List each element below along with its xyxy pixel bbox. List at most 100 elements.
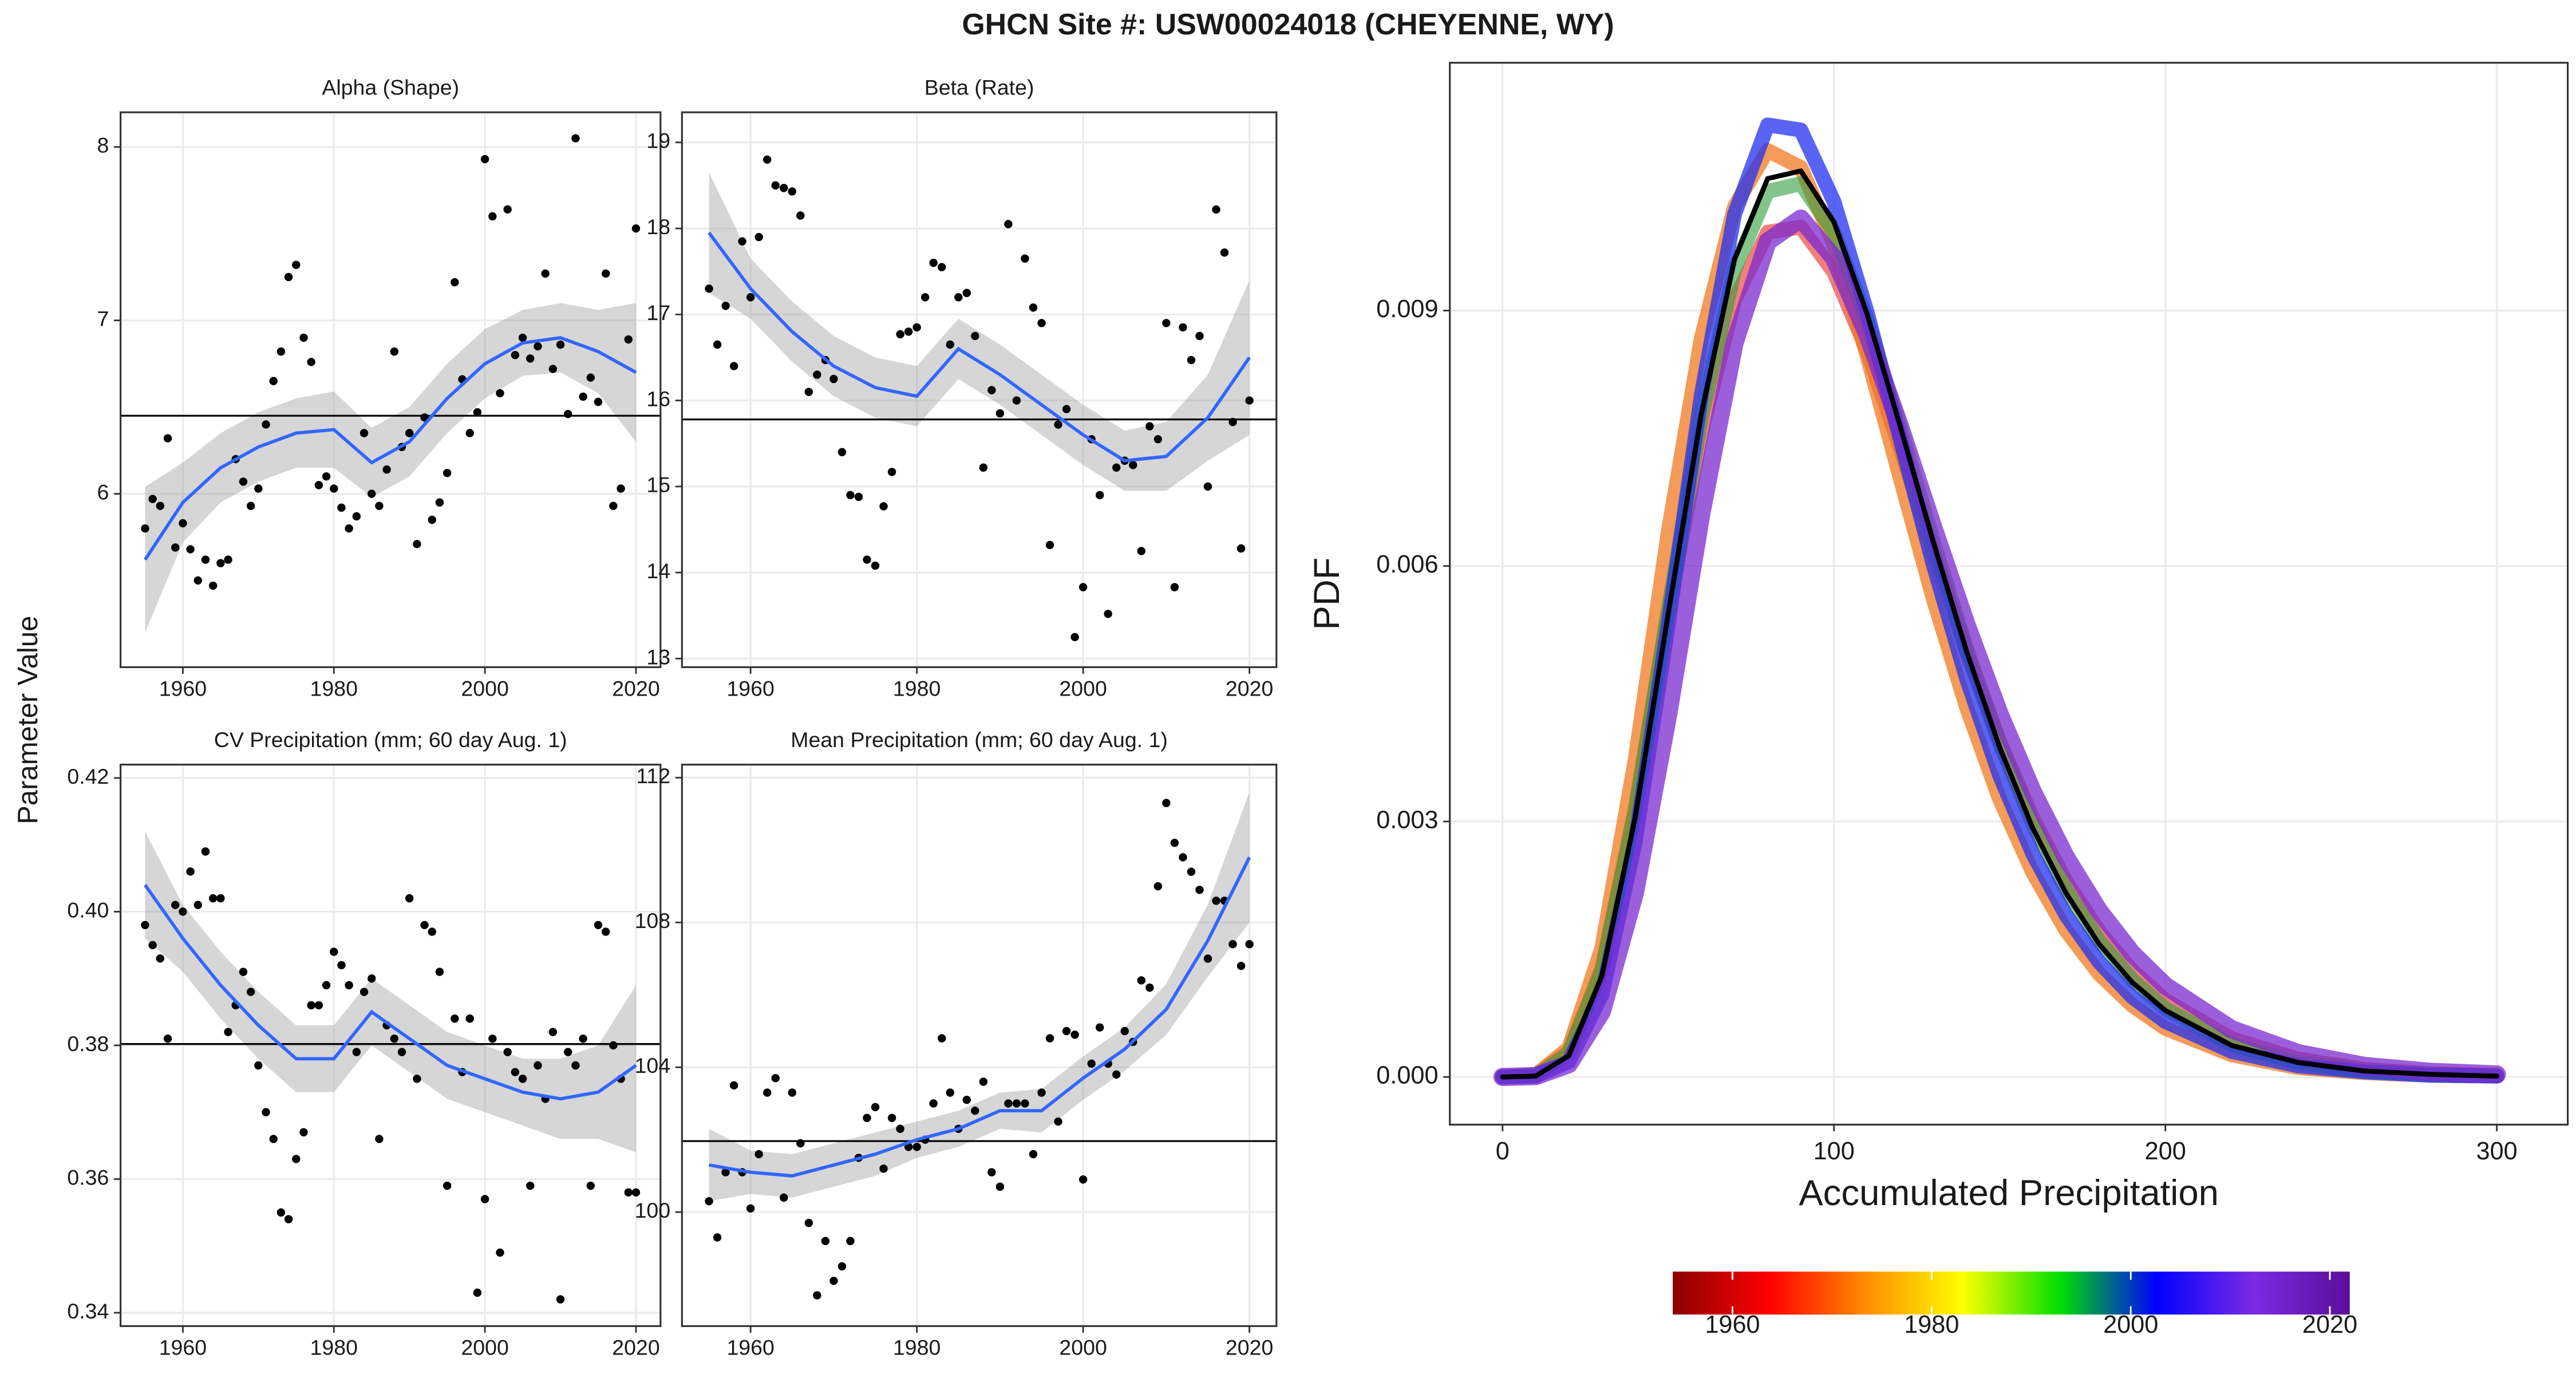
point: [796, 1139, 805, 1148]
x-tick-label: 200: [2145, 1138, 2186, 1165]
point: [571, 1061, 580, 1070]
point: [496, 389, 504, 398]
y-tick-label: 6: [97, 480, 109, 504]
point: [141, 921, 149, 930]
point: [1153, 882, 1163, 891]
point: [729, 362, 738, 370]
point: [920, 293, 930, 302]
point: [995, 1182, 1005, 1191]
confidence-band: [709, 172, 1250, 491]
point: [962, 1095, 971, 1104]
point: [413, 540, 421, 548]
point: [1012, 396, 1021, 405]
point: [299, 333, 308, 342]
point: [946, 340, 954, 349]
point: [987, 386, 996, 394]
point: [1228, 940, 1237, 949]
point: [473, 1288, 482, 1297]
point: [1095, 1023, 1104, 1032]
point: [1037, 319, 1046, 327]
point: [488, 212, 497, 221]
point: [846, 1237, 855, 1245]
x-tick-label: 2020: [612, 677, 659, 701]
point: [804, 388, 813, 396]
y-tick-label: 0.38: [67, 1032, 109, 1056]
smooth-line: [708, 231, 1251, 463]
smooth-line: [144, 884, 637, 1101]
colorbar-label: 2000: [2103, 1311, 2158, 1339]
y-tick-label: 15: [646, 473, 670, 497]
point: [1170, 583, 1179, 591]
point: [262, 1108, 270, 1116]
point: [601, 269, 610, 278]
point: [314, 1001, 323, 1010]
point: [556, 1295, 565, 1304]
point: [1145, 422, 1154, 431]
y-tick-label: 100: [635, 1198, 671, 1222]
y-tick-label: 7: [97, 307, 109, 331]
smooth-line: [709, 856, 1251, 1178]
x-tick-label: 1980: [893, 677, 941, 701]
point: [284, 273, 293, 282]
plot-background: [682, 112, 1277, 668]
point: [763, 155, 772, 164]
point: [863, 1114, 871, 1122]
point: [1087, 1059, 1096, 1068]
point: [171, 901, 180, 909]
point: [579, 392, 587, 401]
point: [971, 1106, 979, 1115]
figure-title: GHCN Site #: USW00024018 (CHEYENNE, WY): [962, 8, 1614, 41]
point: [518, 333, 527, 342]
point: [1070, 1030, 1079, 1039]
point: [713, 340, 722, 349]
point: [556, 340, 565, 349]
point: [705, 1197, 713, 1206]
y-tick-label: 0.003: [1376, 806, 1438, 834]
point: [314, 481, 323, 489]
point: [186, 545, 195, 554]
point: [307, 1001, 315, 1010]
point: [1078, 583, 1088, 591]
y-tick-label: 17: [646, 301, 670, 325]
point: [771, 181, 780, 190]
point: [397, 1048, 406, 1056]
plot-background: [682, 764, 1277, 1326]
point: [1045, 540, 1054, 550]
point: [451, 278, 459, 287]
point: [322, 472, 331, 481]
point: [405, 429, 414, 437]
point: [201, 555, 210, 564]
point: [601, 927, 610, 936]
y-tick-label: 0.36: [67, 1165, 109, 1189]
x-tick-label: 2020: [612, 1336, 659, 1360]
y-tick-label: 0.000: [1376, 1062, 1438, 1089]
point: [208, 894, 218, 903]
point: [1220, 248, 1229, 257]
point: [420, 921, 429, 930]
point: [186, 867, 195, 876]
point: [216, 559, 225, 567]
point: [846, 491, 855, 500]
panel-title: Mean Precipitation (mm; 60 day Aug. 1): [791, 728, 1168, 752]
point: [1203, 954, 1212, 963]
colorbar-label: 2020: [2302, 1311, 2357, 1339]
point: [1062, 1026, 1071, 1036]
point: [594, 397, 603, 406]
plot-layer: [682, 764, 1277, 1326]
point: [368, 489, 376, 498]
point: [829, 374, 838, 384]
point: [435, 498, 444, 507]
point: [503, 1048, 512, 1056]
point: [246, 988, 255, 996]
point: [763, 1088, 772, 1097]
point: [979, 463, 988, 472]
x-tick-label: 1980: [310, 1336, 358, 1360]
point: [480, 155, 489, 164]
y-tick-label: 8: [97, 133, 109, 157]
point: [887, 468, 896, 476]
y-axis-title: PDF: [1307, 558, 1347, 630]
point: [754, 1150, 763, 1159]
point: [713, 1233, 722, 1242]
point: [246, 502, 255, 510]
point: [813, 1291, 821, 1300]
